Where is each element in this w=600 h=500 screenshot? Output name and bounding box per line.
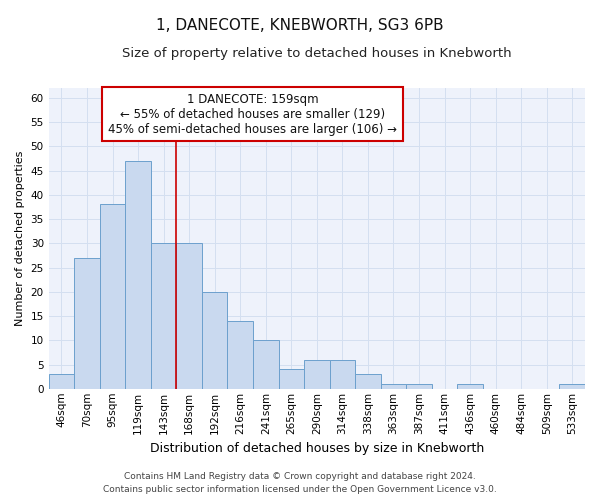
Bar	[457, 384, 483, 389]
Text: 1, DANECOTE, KNEBWORTH, SG3 6PB: 1, DANECOTE, KNEBWORTH, SG3 6PB	[156, 18, 444, 32]
Bar	[202, 292, 227, 389]
Title: Size of property relative to detached houses in Knebworth: Size of property relative to detached ho…	[122, 48, 512, 60]
Bar	[253, 340, 278, 389]
Bar	[304, 360, 329, 389]
Bar	[559, 384, 585, 389]
Bar	[227, 321, 253, 389]
Bar	[329, 360, 355, 389]
X-axis label: Distribution of detached houses by size in Knebworth: Distribution of detached houses by size …	[150, 442, 484, 455]
Bar	[49, 374, 74, 389]
Bar	[125, 161, 151, 389]
Bar	[278, 370, 304, 389]
Bar	[355, 374, 380, 389]
Bar	[74, 258, 100, 389]
Text: Contains HM Land Registry data © Crown copyright and database right 2024.
Contai: Contains HM Land Registry data © Crown c…	[103, 472, 497, 494]
Bar	[406, 384, 432, 389]
Bar	[380, 384, 406, 389]
Text: 1 DANECOTE: 159sqm
← 55% of detached houses are smaller (129)
45% of semi-detach: 1 DANECOTE: 159sqm ← 55% of detached hou…	[108, 92, 397, 136]
Bar	[151, 244, 176, 389]
Bar	[100, 204, 125, 389]
Y-axis label: Number of detached properties: Number of detached properties	[15, 150, 25, 326]
Bar	[176, 244, 202, 389]
